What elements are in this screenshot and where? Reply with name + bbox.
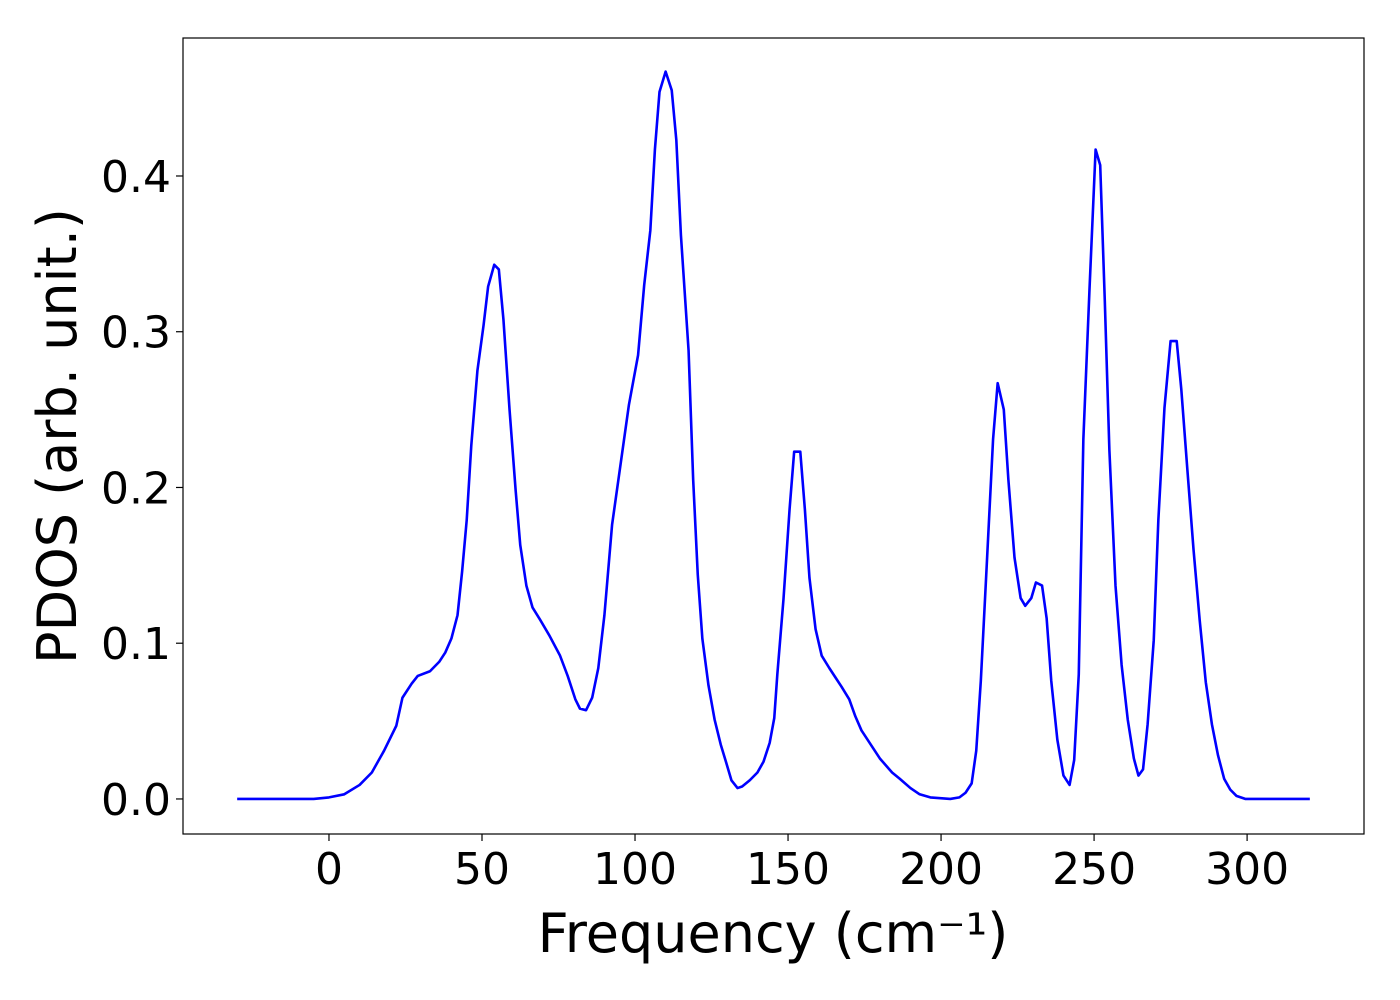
x-tick-label: 200 (899, 844, 983, 895)
x-tick-label: 100 (593, 844, 677, 895)
y-tick-label: 0.4 (101, 152, 171, 203)
x-tick-label: 50 (454, 844, 510, 895)
y-tick-label: 0.0 (101, 775, 171, 826)
y-tick-label: 0.3 (101, 308, 171, 359)
data-line (237, 70, 1310, 801)
y-tick-label: 0.1 (101, 619, 171, 670)
x-axis-label: Frequency (cm⁻¹) (538, 902, 1009, 965)
x-tick-label: 300 (1205, 844, 1289, 895)
y-tick-label: 0.2 (101, 463, 171, 514)
x-tick-label: 0 (315, 844, 343, 895)
x-tick-label: 150 (746, 844, 830, 895)
plot-frame (182, 37, 1365, 835)
x-tick-label: 250 (1052, 844, 1136, 895)
y-axis-label: PDOS (arb. unit.) (26, 208, 89, 664)
